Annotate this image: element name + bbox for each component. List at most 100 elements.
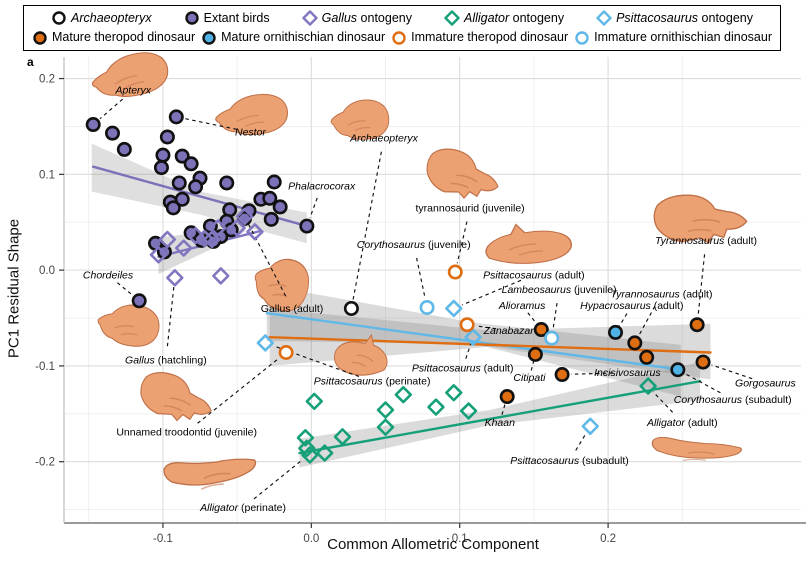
legend-item-label: Mature ornithischian dinosaur [221,30,386,45]
leader-line [527,312,538,326]
data-point [202,218,218,234]
leader-line [99,98,124,120]
regression-line-ornithischian-fit [265,312,683,371]
leader-line [117,282,134,297]
legend-item-label: Psittacosaurus ontogeny [616,11,753,26]
legend-item-label: Immature ornithischian dinosaur [594,30,772,45]
data-point [104,125,120,141]
series-alligator-ontogeny [296,377,657,464]
data-point [298,439,316,457]
data-point [333,428,352,446]
skull-image-bird [254,258,310,312]
legend-marker-shape [33,30,47,45]
skull-outline [163,458,257,486]
legend-item-label: Alligator ontogeny [463,11,565,26]
leader-line [273,345,360,378]
skull-image-psitt [333,333,388,376]
legend-item-alligator-ontogeny: Alligator ontogeny [444,10,565,27]
annotation-label: Nestor [235,127,266,139]
legend-diamond-icon [301,10,318,27]
data-point [305,392,323,411]
data-point [272,199,288,215]
data-point [459,402,478,420]
leader-line [475,325,497,330]
skull-detail [687,218,721,233]
skull-image-psitt [485,223,572,264]
legend: Archaeopteryx Extant birds Gallus ontogeny… [23,5,781,51]
legend-diamond-icon [596,10,612,27]
x-tick-label: 0.0 [303,533,319,545]
annotation-label: Apteryx [114,85,151,97]
skull-detail [351,354,374,368]
annotation-label: Citipati [513,372,546,384]
data-point [544,330,560,346]
x-tick-label: -0.1 [153,533,173,545]
data-point [256,334,275,352]
legend-circle-icon [33,30,47,45]
data-point [246,223,264,241]
annotation-label: Lambeosaurus (juvenile) [502,284,617,296]
data-point [155,147,171,163]
legend-item-gallus-ontogeny: Gallus ontogeny [301,10,412,27]
data-point [315,444,334,462]
data-point [376,418,395,436]
skull-image-raptor [653,194,748,244]
skull-detail [268,283,288,298]
series-archaeopteryx [343,300,359,316]
data-point [266,174,282,190]
leader-line [465,343,472,359]
annotation-label: Psittacosaurus (subadult) [510,455,628,467]
data-point [627,335,643,351]
data-point [639,377,657,395]
annotation-label: Alioramus [498,300,546,312]
skull-image-croc [163,458,257,491]
leader-line [638,306,656,336]
annotation-label: Alligator (adult) [646,417,718,429]
annotation-label: Corythosaurus (subadult) [674,394,792,406]
leader-line [416,257,426,299]
leader-line [618,313,628,328]
y-axis-title: PC1 Residual Shape [5,218,23,359]
skull-detail [347,120,371,132]
data-point [527,346,543,362]
data-point [262,190,278,206]
legend-item-label: Immature theropod dinosaur [411,30,569,45]
legend-item-mature-theropod-dinosaur: Mature theropod dinosaur [32,30,195,46]
annotation-label: Alligator (perinate) [199,502,286,514]
confidence-band-alligator-ci [299,362,701,468]
series-mature-theropod-dinosaur [499,317,711,405]
data-point [153,160,169,176]
legend-marker-shape [596,10,612,27]
annotation-label: Incisivosaurus [594,367,661,379]
leader-line [197,357,280,424]
data-point [394,385,413,404]
data-point [116,141,132,157]
skull-image-raptor [426,148,499,200]
legend-row-1: Archaeopteryx Extant birds Gallus ontogeny… [30,10,774,27]
data-point [131,293,147,309]
data-point [639,349,655,365]
legend-item-psittacosaurus-ontogeny: Psittacosaurus ontogeny [596,10,753,27]
legend-marker-shape [444,10,460,27]
x-axis-title: Common Allometric Component [327,536,539,553]
leader-line [652,391,674,413]
skull-detail [163,397,192,412]
data-point [212,267,230,285]
skull-image-raptor [140,372,212,422]
series-psittacosaurus-ontogeny [256,299,599,435]
leader-line [552,303,558,330]
annotation-label: Phalacrocorax [288,180,356,192]
panel-label: a [27,55,34,69]
skull-image-bird [97,304,160,347]
annotation-label: Khaan [485,417,516,429]
legend-item-label: Mature theropod dinosaur [52,30,196,45]
annotation-label: Tyrannosaurus (adult) [611,289,713,301]
data-point [175,239,193,257]
data-point [427,398,445,416]
skull-outline [653,194,748,244]
data-point [188,179,204,195]
y-tick-label: 0.2 [39,74,55,86]
annotation-label: Gorgosaurus [735,378,796,390]
y-tick-label: 0.0 [39,265,55,277]
